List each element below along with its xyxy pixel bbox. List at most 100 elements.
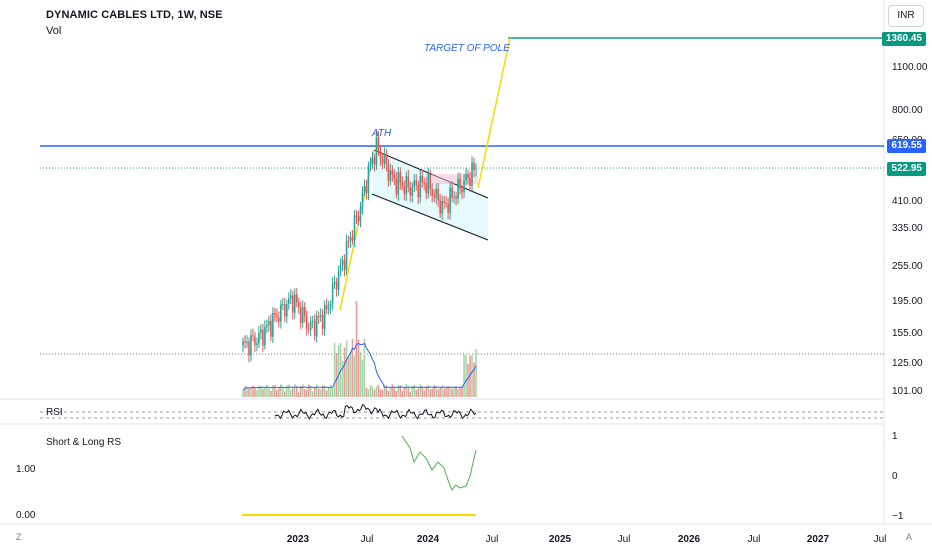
volume-bar (399, 384, 402, 397)
candle-body (397, 172, 400, 195)
volume-bar (393, 387, 396, 397)
volume-bar (391, 384, 394, 397)
volume-bar (325, 390, 328, 397)
volume-bar (411, 385, 414, 397)
volume-bar (375, 386, 378, 397)
candle-body (264, 326, 266, 346)
target-projection-line (477, 37, 511, 189)
candle-body (355, 215, 358, 218)
volume-bar (425, 386, 428, 397)
volume-bar (423, 390, 426, 397)
time-tick-label: Jul (748, 534, 761, 545)
volume-bar (272, 385, 274, 397)
candle-body (363, 185, 366, 192)
candle-body (449, 187, 451, 213)
volume-bar (353, 355, 356, 397)
candle-body (284, 304, 286, 317)
candle-body (286, 304, 288, 317)
volume-bar (367, 389, 370, 397)
volume-bar (317, 388, 320, 397)
candle-body (457, 178, 459, 199)
candle-body (419, 175, 422, 198)
volume-bar (383, 384, 386, 397)
candle-body (461, 188, 463, 193)
rs-pane-label[interactable]: Short & Long RS (46, 437, 122, 448)
volume-bar (256, 390, 258, 397)
candle-body (311, 320, 314, 322)
candle-body (367, 166, 370, 194)
candle-body (445, 202, 447, 204)
volume-bar (371, 386, 374, 397)
volume-bar (437, 389, 439, 397)
candle-body (349, 236, 352, 242)
candle-body (254, 336, 256, 346)
volume-bar (319, 389, 322, 397)
candle-body (297, 302, 300, 308)
candle-body (403, 186, 406, 194)
volume-bar (463, 354, 465, 397)
candle-body (262, 329, 264, 346)
target-annotation: TARGET OF POLE (424, 43, 510, 54)
volume-bar (343, 347, 346, 397)
volume-bar (377, 384, 380, 397)
volume-bar (262, 388, 264, 397)
volume-bar (299, 385, 302, 397)
volume-bar (461, 386, 463, 397)
rsi-label[interactable]: RSI (46, 407, 63, 418)
volume-bar (305, 389, 308, 397)
volume-bar (443, 388, 445, 397)
candle-body (407, 176, 410, 188)
volume-bar (286, 385, 288, 397)
currency-button[interactable]: INR (888, 5, 924, 27)
candle-body (361, 191, 364, 208)
volume-bar (289, 390, 292, 397)
channel-upper-line (373, 149, 489, 199)
candle-body (373, 157, 376, 165)
volume-bar (345, 340, 348, 397)
candle-body (333, 281, 336, 284)
candle-body (258, 332, 260, 344)
rsi-line (274, 403, 477, 420)
volume-bar (260, 386, 262, 397)
candle-body (429, 174, 431, 189)
candle-body (274, 312, 276, 316)
candle-body (455, 196, 457, 199)
volume-bar (471, 355, 473, 397)
volume-bar (270, 390, 272, 397)
volume-bar (387, 390, 390, 397)
candle-body (377, 137, 380, 151)
price-tick-label: 195.00 (892, 296, 923, 307)
volume-bar (341, 361, 344, 397)
candle-body (341, 260, 344, 265)
candle-body (453, 196, 455, 198)
candle-body (409, 187, 412, 196)
breakout-zone (432, 174, 478, 184)
auto-scale-button[interactable]: A (906, 532, 913, 542)
ath-price-tag: 619.55 (887, 139, 926, 153)
candle-body (242, 341, 244, 346)
volume-bar (373, 389, 376, 397)
volume-bar (403, 387, 406, 397)
candle-body (282, 304, 284, 306)
volume-bar (413, 384, 416, 397)
candle-body (270, 320, 272, 337)
candle-body (325, 305, 328, 309)
volume-bar (293, 384, 296, 397)
volume-bar (282, 387, 284, 397)
volume-bar (315, 384, 318, 397)
candle-body (252, 335, 254, 337)
ath-annotation: ATH (372, 128, 392, 139)
timezone-button[interactable]: Z (16, 532, 22, 542)
volume-bar (397, 384, 400, 397)
rs-right-tick-label: −1 (892, 511, 904, 522)
candle-body (401, 182, 404, 187)
candle-body (469, 177, 471, 187)
volume-bar (421, 386, 424, 397)
volume-bar (363, 338, 366, 397)
volume-bar (395, 390, 398, 397)
volume-label[interactable]: Vol (46, 25, 62, 37)
symbol-title[interactable]: DYNAMIC CABLES LTD, 1W, NSE (46, 9, 223, 21)
volume-bar (439, 387, 441, 397)
volume-bar (355, 301, 358, 397)
